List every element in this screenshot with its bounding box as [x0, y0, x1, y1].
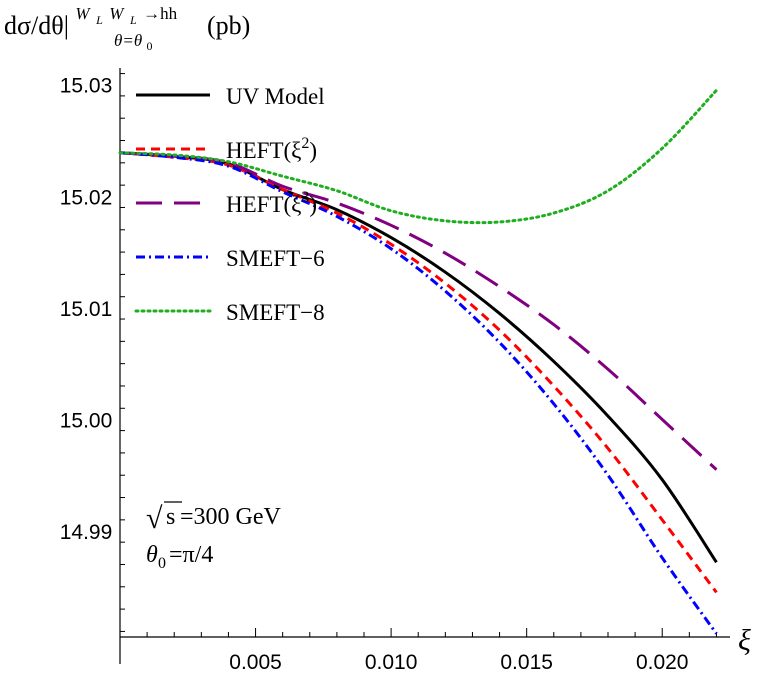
y-tick-label: 14.99 [60, 521, 113, 544]
annotation-angle-theta: θ [146, 542, 158, 568]
legend-label: SMEFT−6 [226, 246, 325, 271]
y-axis-label-sub: θ=θ [114, 31, 142, 50]
y-tick-label: 15.01 [60, 298, 113, 321]
y-axis-label-subscript: θ=θ 0 [114, 31, 152, 53]
series-line-heft-3 [119, 151, 718, 471]
legend-label: UV Model [226, 84, 325, 109]
annotation-energy: √ s =300 GeV [146, 501, 282, 535]
y-axis-label-sup-tail: →hh [143, 4, 178, 23]
x-tick-label: 0.005 [229, 651, 282, 674]
x-tick-label: 0.015 [500, 651, 553, 674]
legend-label: HEFT(ξ3) [226, 189, 317, 217]
annotation-angle: θ 0 =π/4 [146, 542, 213, 572]
y-axis-label-main: dσ/dθ| [4, 11, 69, 40]
annotation-angle-value: =π/4 [169, 542, 213, 568]
series-line-uv-model [119, 151, 718, 564]
tick-labels: 0.005 0.010 0.015 0.020 14.99 15.00 15.01 15.02… [60, 75, 689, 674]
y-axis-unit: (pb) [207, 11, 250, 40]
y-axis-label-sub-sub: 0 [146, 39, 152, 53]
ticks [120, 73, 717, 637]
annotation-energy-s: s [166, 504, 175, 530]
series-line-smeft-6 [119, 151, 718, 635]
legend-label: SMEFT−8 [226, 300, 325, 325]
y-axis-label: dσ/dθ| W L W L →hh [4, 0, 178, 40]
y-tick-label: 15.03 [60, 75, 113, 98]
sqrt-symbol: √ [146, 502, 163, 535]
series-lines [118, 88, 718, 635]
y-tick-label: 15.00 [60, 409, 113, 432]
x-tick-label: 0.010 [365, 651, 418, 674]
y-axis-label-sup-mid: W [109, 4, 125, 23]
x-axis-label: ξ [738, 624, 751, 657]
x-tick-label: 0.020 [636, 651, 689, 674]
y-axis-label-sup-sub1: L [95, 13, 103, 27]
y-axis-label-sup-sub2: L [129, 13, 137, 27]
legend: UV Model HEFT(ξ2) HEFT(ξ3) SMEFT−6 SMEFT−8 [134, 84, 325, 325]
series-line-smeft-8 [118, 88, 718, 225]
annotation-energy-value: =300 GeV [180, 504, 282, 530]
annotation-angle-sub: 0 [158, 555, 166, 572]
legend-label: HEFT(ξ2) [226, 135, 317, 163]
y-axis-label-sup: W [75, 4, 91, 23]
y-tick-label: 15.02 [60, 186, 113, 209]
